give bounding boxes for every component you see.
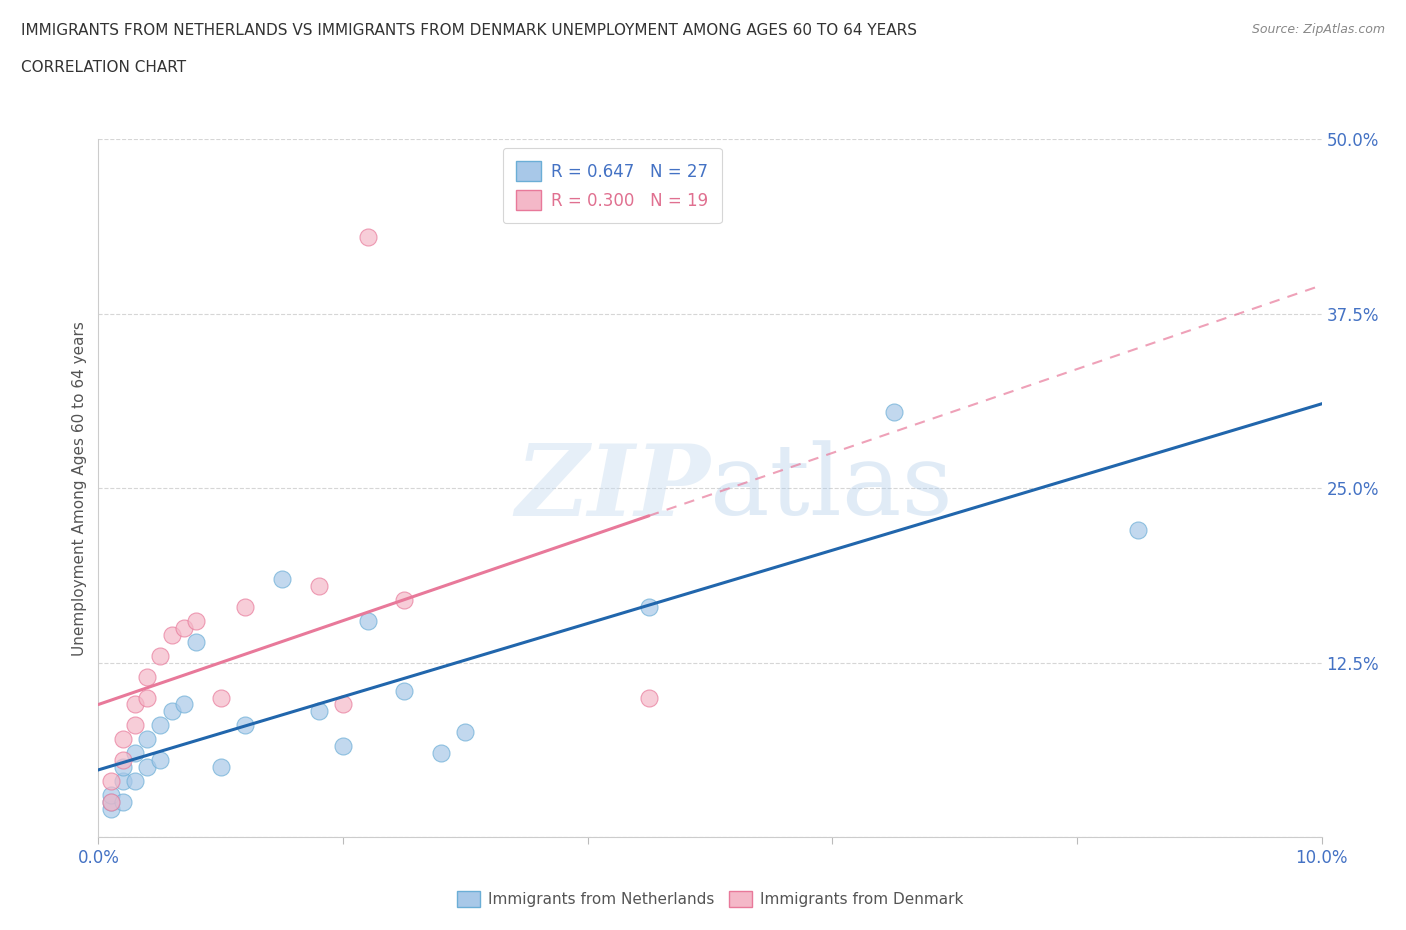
Point xyxy=(124,718,146,733)
Point xyxy=(392,592,416,607)
Point xyxy=(233,600,256,615)
Point xyxy=(454,725,477,740)
Point xyxy=(136,690,159,705)
Y-axis label: Unemployment Among Ages 60 to 64 years: Unemployment Among Ages 60 to 64 years xyxy=(72,321,87,656)
Point xyxy=(100,788,122,803)
Point xyxy=(100,774,122,789)
Point xyxy=(637,690,661,705)
Point xyxy=(100,794,122,809)
Text: atlas: atlas xyxy=(710,440,953,537)
Point xyxy=(136,670,159,684)
Text: CORRELATION CHART: CORRELATION CHART xyxy=(21,60,186,75)
Point xyxy=(1128,523,1150,538)
Point xyxy=(173,698,195,712)
Point xyxy=(149,718,172,733)
Point xyxy=(332,698,354,712)
Point xyxy=(136,760,159,775)
Point xyxy=(356,614,378,629)
Point xyxy=(149,648,172,663)
Point xyxy=(308,578,330,593)
Text: ZIP: ZIP xyxy=(515,440,710,537)
Point xyxy=(173,620,195,635)
Point xyxy=(883,404,905,418)
Point xyxy=(124,746,146,761)
Point xyxy=(186,634,208,649)
Point xyxy=(124,698,146,712)
Point xyxy=(160,704,183,719)
Point xyxy=(149,753,172,768)
Point xyxy=(111,753,134,768)
Point xyxy=(100,802,122,817)
Point xyxy=(111,760,134,775)
Text: IMMIGRANTS FROM NETHERLANDS VS IMMIGRANTS FROM DENMARK UNEMPLOYMENT AMONG AGES 6: IMMIGRANTS FROM NETHERLANDS VS IMMIGRANT… xyxy=(21,23,917,38)
Point xyxy=(124,774,146,789)
Point xyxy=(308,704,330,719)
Point xyxy=(233,718,256,733)
Point xyxy=(111,774,134,789)
Point xyxy=(100,794,122,809)
Point xyxy=(332,738,354,753)
Point xyxy=(209,760,232,775)
Point xyxy=(430,746,453,761)
Point xyxy=(392,683,416,698)
Text: Source: ZipAtlas.com: Source: ZipAtlas.com xyxy=(1251,23,1385,36)
Legend: Immigrants from Netherlands, Immigrants from Denmark: Immigrants from Netherlands, Immigrants … xyxy=(451,884,969,913)
Point xyxy=(637,600,661,615)
Point xyxy=(111,794,134,809)
Point xyxy=(136,732,159,747)
Point xyxy=(356,230,378,245)
Point xyxy=(186,614,208,629)
Point xyxy=(209,690,232,705)
Point xyxy=(111,732,134,747)
Point xyxy=(160,628,183,643)
Point xyxy=(270,571,292,587)
